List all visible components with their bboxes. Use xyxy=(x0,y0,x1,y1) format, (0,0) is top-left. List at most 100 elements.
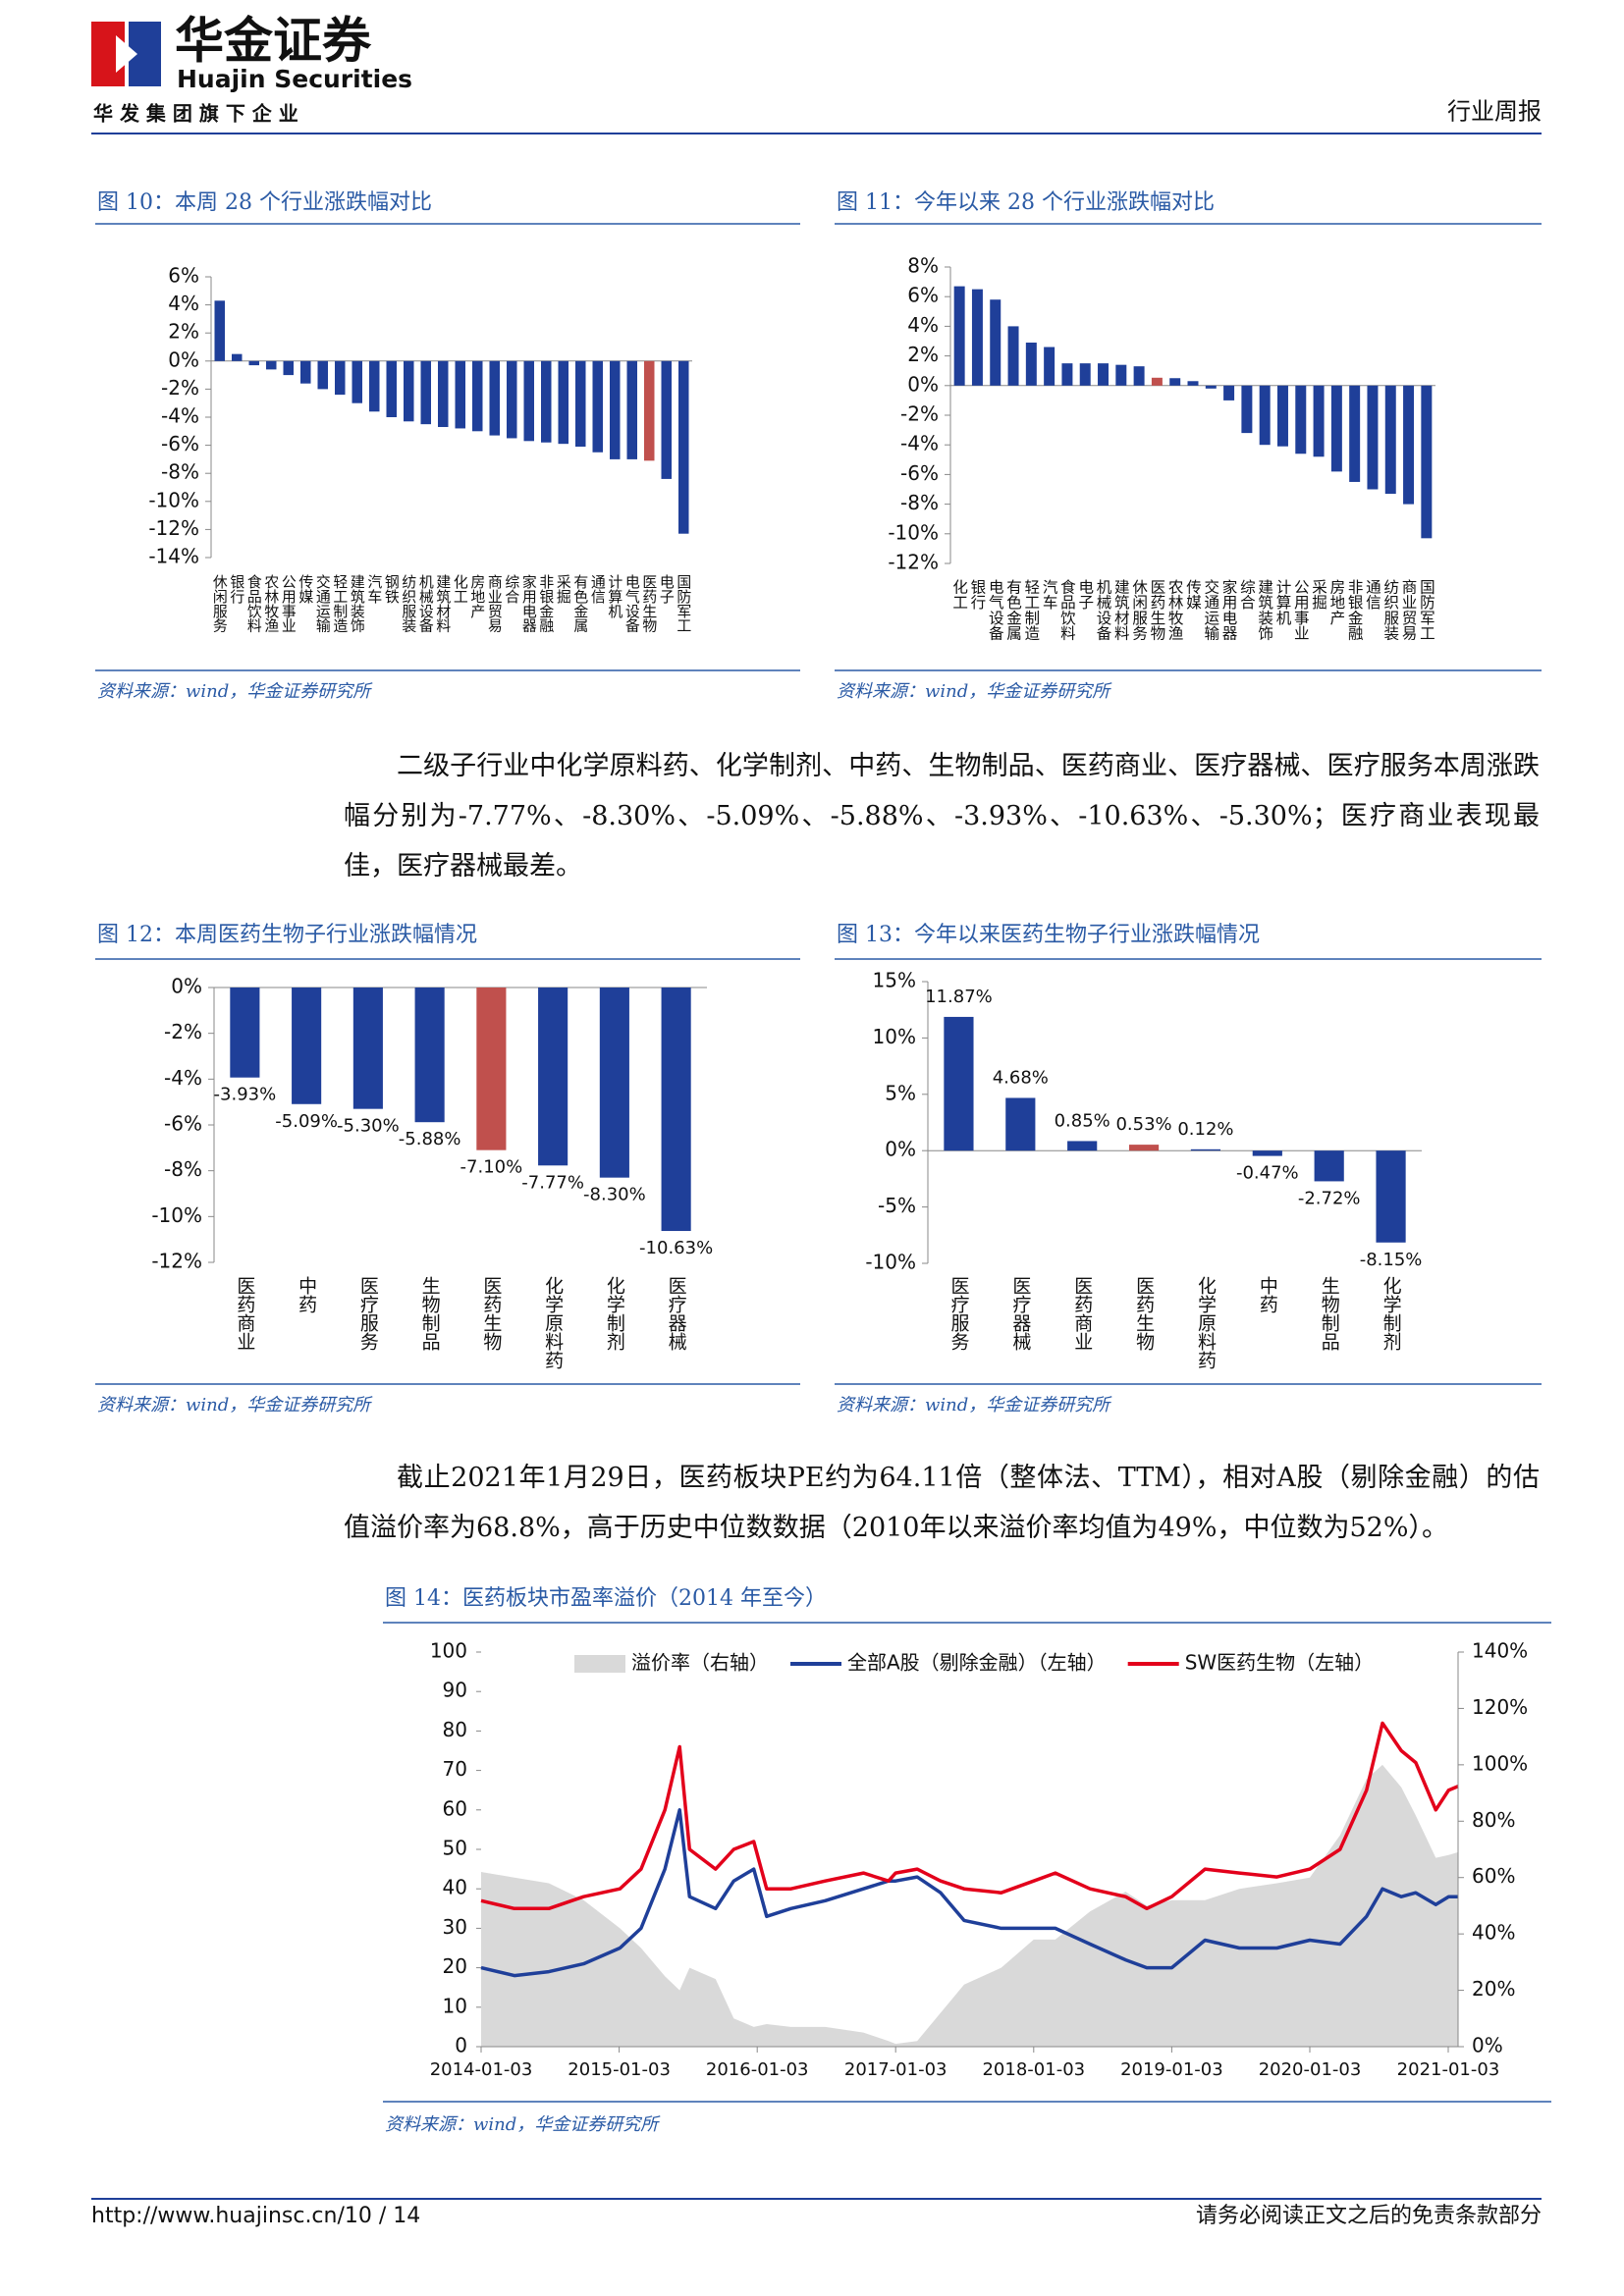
y-tick-label: 10 xyxy=(443,1994,467,2017)
bar xyxy=(661,988,691,1232)
y-tick-label: -4% xyxy=(161,404,199,428)
x-tick-label: 电子 xyxy=(658,574,676,604)
x-tick-label: 计算机 xyxy=(1273,579,1291,626)
figure-source: 资料来源：wind，华金证券研究所 xyxy=(97,1395,373,1415)
data-label: -7.10% xyxy=(460,1157,523,1178)
bar xyxy=(523,360,534,442)
bar xyxy=(414,988,445,1123)
x-tick-label: 生物制品 xyxy=(419,1276,441,1351)
x-tick-label: 综合 xyxy=(503,574,520,604)
bar xyxy=(953,286,965,386)
bar xyxy=(990,299,1001,386)
x-tick-label: 医药商业 xyxy=(234,1276,255,1351)
y-tick-label: -12% xyxy=(888,551,939,574)
data-label: -5.88% xyxy=(399,1129,461,1149)
x-tick-label: 综合 xyxy=(1238,579,1256,611)
y-tick-label: -8% xyxy=(161,460,199,484)
y-tick-label: -8% xyxy=(900,491,939,514)
legend-label: 全部A股（剔除金融）（左轴） xyxy=(847,1651,1107,1675)
bar xyxy=(266,360,277,370)
bar xyxy=(592,360,603,453)
data-label: 0.12% xyxy=(1177,1119,1233,1140)
tagline: 华 发 集 团 旗 下 企 业 xyxy=(93,102,298,126)
y-tick-label: 8% xyxy=(907,254,939,278)
data-label: 11.87% xyxy=(925,987,993,1007)
x-tick-label: 房地产 xyxy=(1327,579,1345,625)
data-label: -2.72% xyxy=(1298,1188,1361,1208)
y-tick-label: -2% xyxy=(900,402,939,426)
bar xyxy=(1349,385,1361,482)
x-tick-label: 汽车 xyxy=(365,574,383,604)
x-tick-label: 传媒 xyxy=(1184,579,1202,611)
y2-tick-label: 120% xyxy=(1472,1695,1528,1719)
y-tick-label: 30 xyxy=(443,1915,467,1939)
bar xyxy=(1061,363,1073,386)
bar xyxy=(599,988,629,1178)
x-tick-label: 2015-01-03 xyxy=(568,2059,671,2080)
x-tick-label: 商业贸易 xyxy=(486,574,504,633)
y-tick-label: -6% xyxy=(164,1112,202,1136)
bar xyxy=(507,360,517,439)
x-tick-label: 2017-01-03 xyxy=(844,2059,947,2080)
y-tick-label: -10% xyxy=(888,520,939,544)
bar xyxy=(369,360,380,412)
bar xyxy=(610,360,621,459)
legend-label: SW医药生物（左轴） xyxy=(1185,1651,1374,1675)
bar xyxy=(386,360,397,417)
data-label: -3.93% xyxy=(214,1085,277,1105)
x-tick-label: 国防军工 xyxy=(675,574,692,632)
x-tick-label: 医疗服务 xyxy=(357,1276,379,1351)
bar xyxy=(1223,385,1235,400)
data-label: 4.68% xyxy=(993,1067,1049,1088)
x-tick-label: 纺织服装 xyxy=(1381,579,1399,641)
x-tick-label: 医药生物 xyxy=(640,574,658,634)
y-tick-label: 10% xyxy=(873,1025,916,1048)
bar xyxy=(971,289,983,386)
y-tick-label: -8% xyxy=(164,1157,202,1181)
figure-title: 图 14：医药板块市盈率溢价（2014 年至今） xyxy=(385,1586,827,1611)
figure-source: 资料来源：wind，华金证券研究所 xyxy=(837,1395,1112,1415)
x-tick-label: 医药生物 xyxy=(1148,579,1165,641)
x-tick-label: 化工 xyxy=(452,574,469,604)
x-tick-label: 纺织服装 xyxy=(400,574,417,633)
x-tick-label: 建筑装饰 xyxy=(349,574,366,633)
data-label: -0.47% xyxy=(1236,1163,1299,1184)
x-tick-label: 休闲服务 xyxy=(1130,579,1148,642)
x-tick-label: 中药 xyxy=(296,1276,317,1313)
y2-tick-label: 60% xyxy=(1472,1864,1515,1888)
y-tick-label: -6% xyxy=(161,432,199,455)
bar xyxy=(558,360,568,445)
y-tick-label: -4% xyxy=(164,1066,202,1090)
logo-en: Huajin Securities xyxy=(177,65,412,93)
figure-source: 资料来源：wind，华金证券研究所 xyxy=(97,681,373,702)
report-type: 行业周报 xyxy=(1447,98,1542,126)
x-tick-label: 食品饮料 xyxy=(1058,579,1076,641)
bar xyxy=(476,988,507,1150)
x-tick-label: 生物制品 xyxy=(1319,1276,1340,1351)
x-tick-label: 2019-01-03 xyxy=(1120,2059,1223,2080)
bar xyxy=(541,360,552,443)
bar xyxy=(404,360,414,422)
x-tick-label: 化学原料药 xyxy=(1195,1276,1217,1369)
y2-tick-label: 140% xyxy=(1472,1639,1528,1663)
y-tick-label: 60 xyxy=(443,1796,467,1820)
data-label: -5.09% xyxy=(275,1111,338,1132)
paragraph: 二级子行业中化学原料药、化学制剂、中药、生物制品、医药商业、医疗器械、医疗服务本… xyxy=(344,751,1540,881)
x-tick-label: 机械设备 xyxy=(417,574,435,633)
y-tick-label: -10% xyxy=(865,1251,916,1274)
x-tick-label: 公用事业 xyxy=(1292,579,1310,640)
figure-title: 图 11：今年以来 28 个行业涨跌幅对比 xyxy=(837,190,1215,215)
bar xyxy=(438,360,449,428)
bar xyxy=(1025,343,1037,386)
bar xyxy=(1252,1150,1282,1156)
x-tick-label: 轻工制造 xyxy=(331,574,349,634)
x-tick-label: 银行 xyxy=(228,574,245,605)
bar xyxy=(626,360,637,459)
x-tick-label: 采掘 xyxy=(555,574,572,605)
x-tick-label: 建筑装饰 xyxy=(1256,579,1273,641)
bar xyxy=(1376,1150,1406,1243)
x-tick-label: 公用事业 xyxy=(280,574,298,632)
x-tick-label: 轻工制造 xyxy=(1022,579,1040,641)
bar xyxy=(1313,385,1325,457)
bar xyxy=(420,360,431,425)
